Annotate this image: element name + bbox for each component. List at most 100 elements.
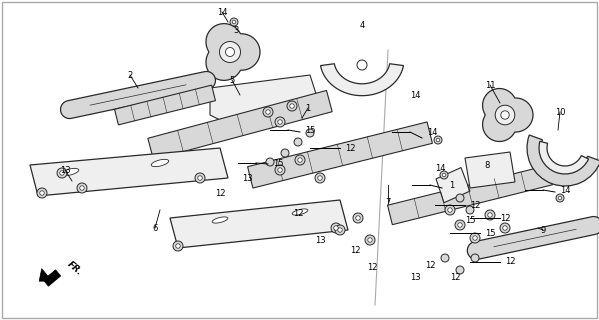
Circle shape <box>195 173 205 183</box>
Circle shape <box>338 228 342 232</box>
Polygon shape <box>170 200 348 248</box>
Circle shape <box>80 186 84 190</box>
Circle shape <box>558 196 562 200</box>
Text: 2: 2 <box>128 70 132 79</box>
Circle shape <box>456 194 464 202</box>
Circle shape <box>219 42 241 62</box>
Circle shape <box>441 254 449 262</box>
Polygon shape <box>467 217 599 260</box>
Circle shape <box>456 266 464 274</box>
Circle shape <box>225 47 234 57</box>
Circle shape <box>275 165 285 175</box>
Circle shape <box>266 158 274 166</box>
Polygon shape <box>247 122 432 188</box>
Text: 12: 12 <box>450 274 460 283</box>
Text: 4: 4 <box>359 20 365 29</box>
Circle shape <box>278 168 282 172</box>
Polygon shape <box>114 85 216 125</box>
Text: 15: 15 <box>273 158 283 167</box>
Text: 13: 13 <box>241 173 252 182</box>
Text: 15: 15 <box>305 125 315 134</box>
Circle shape <box>365 235 375 245</box>
Text: 11: 11 <box>485 81 495 90</box>
Text: 14: 14 <box>410 91 420 100</box>
Text: 5: 5 <box>229 76 235 84</box>
Text: 1: 1 <box>449 180 455 189</box>
Circle shape <box>232 20 236 24</box>
Circle shape <box>173 241 183 251</box>
Circle shape <box>471 254 479 262</box>
Circle shape <box>298 158 302 162</box>
Text: FR.: FR. <box>66 259 84 277</box>
Circle shape <box>294 138 302 146</box>
Circle shape <box>368 238 372 242</box>
Circle shape <box>230 18 238 26</box>
Polygon shape <box>320 64 404 96</box>
Circle shape <box>440 171 448 179</box>
Circle shape <box>263 107 273 117</box>
Polygon shape <box>43 270 60 286</box>
Polygon shape <box>60 71 216 118</box>
Ellipse shape <box>212 217 228 223</box>
Text: 6: 6 <box>152 223 158 233</box>
Text: 8: 8 <box>485 161 490 170</box>
Circle shape <box>442 173 446 177</box>
Circle shape <box>176 244 180 248</box>
Circle shape <box>455 220 465 230</box>
Text: 12: 12 <box>350 245 360 254</box>
Polygon shape <box>436 168 470 203</box>
Circle shape <box>488 213 492 217</box>
Circle shape <box>503 226 507 230</box>
Circle shape <box>357 60 367 70</box>
Text: 13: 13 <box>314 236 325 244</box>
Text: 3: 3 <box>234 26 238 35</box>
Circle shape <box>57 168 67 178</box>
Circle shape <box>295 155 305 165</box>
Circle shape <box>290 104 294 108</box>
Circle shape <box>281 149 289 157</box>
Polygon shape <box>39 269 52 281</box>
Polygon shape <box>279 92 320 121</box>
Circle shape <box>458 223 462 227</box>
Circle shape <box>266 110 270 114</box>
Ellipse shape <box>151 159 169 167</box>
Circle shape <box>334 226 338 230</box>
Circle shape <box>353 213 363 223</box>
Circle shape <box>198 176 202 180</box>
Circle shape <box>317 176 322 180</box>
Text: 12: 12 <box>367 263 377 273</box>
Circle shape <box>501 111 509 119</box>
Text: 14: 14 <box>435 164 445 172</box>
Circle shape <box>485 210 495 220</box>
Ellipse shape <box>292 209 308 215</box>
Circle shape <box>356 216 360 220</box>
Text: 12: 12 <box>500 213 510 222</box>
Circle shape <box>473 236 477 240</box>
Circle shape <box>37 188 47 198</box>
Circle shape <box>466 206 474 214</box>
Polygon shape <box>388 165 552 225</box>
Circle shape <box>470 233 480 243</box>
Circle shape <box>331 223 341 233</box>
Circle shape <box>278 120 282 124</box>
Circle shape <box>315 173 325 183</box>
Circle shape <box>495 105 515 125</box>
Circle shape <box>306 129 314 137</box>
Text: 10: 10 <box>555 108 565 116</box>
Circle shape <box>436 138 440 142</box>
Text: 7: 7 <box>385 197 391 206</box>
Text: 12: 12 <box>293 209 303 218</box>
Text: 12: 12 <box>425 260 435 269</box>
Circle shape <box>447 208 452 212</box>
Text: 14: 14 <box>559 186 570 195</box>
Text: 12: 12 <box>345 143 355 153</box>
Circle shape <box>287 101 297 111</box>
Text: 9: 9 <box>540 226 546 235</box>
Text: 1: 1 <box>305 103 311 113</box>
Polygon shape <box>206 24 260 80</box>
Text: 15: 15 <box>485 228 495 237</box>
Ellipse shape <box>61 168 78 176</box>
Text: 12: 12 <box>470 201 480 210</box>
Wedge shape <box>527 135 599 186</box>
Circle shape <box>434 136 442 144</box>
